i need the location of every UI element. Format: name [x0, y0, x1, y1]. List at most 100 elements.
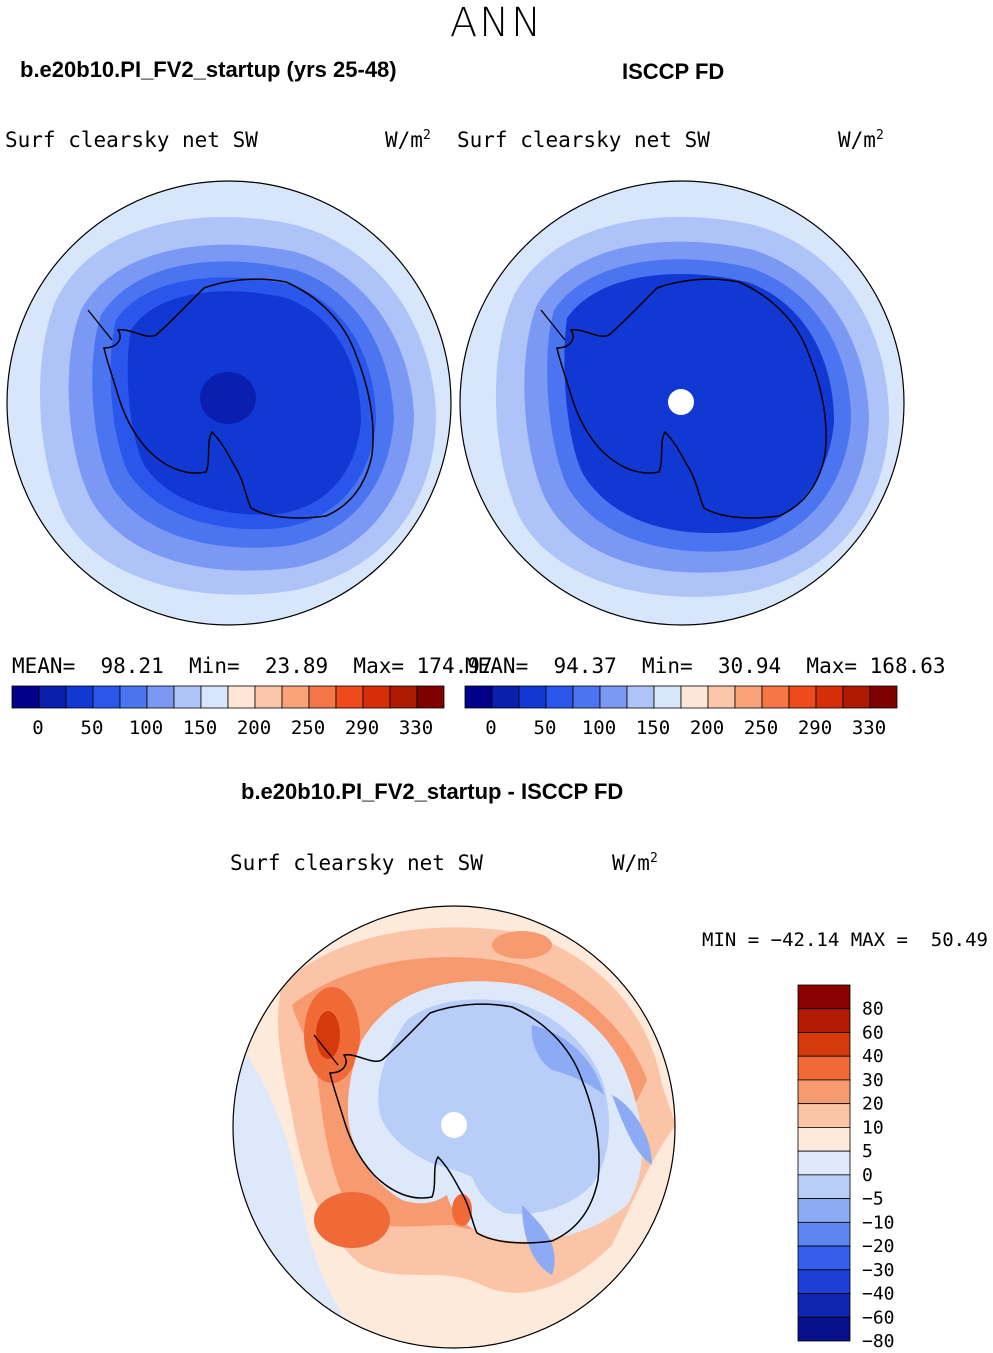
- panel1-case-title: b.e20b10.PI_FV2_startup (yrs 25-48): [20, 57, 397, 82]
- panel2-colorbar-label-7: 330: [852, 717, 886, 739]
- diff-colorbar-swatch-7: [797, 1150, 851, 1176]
- diff-colorbar-label-1: 60: [862, 1022, 884, 1043]
- diff-colorbar-label-5: 10: [862, 1117, 884, 1138]
- panel1-colorbar-swatch-10: [281, 685, 310, 709]
- panel2-colorbar-swatch-9: [707, 685, 736, 709]
- diff-colorbar-label-4: 20: [862, 1094, 884, 1115]
- panel1-colorbar-swatch-0: [11, 685, 40, 709]
- diff-colorbar-label-9: −10: [862, 1212, 895, 1233]
- diff-variable: Surf clearsky net SW: [230, 851, 483, 875]
- panel1-colorbar-swatch-6: [173, 685, 202, 709]
- panel1-colorbar-label-0: 0: [32, 717, 43, 739]
- panel1-colorbar: 0 50 100 150 200 250 290 330: [11, 685, 445, 739]
- panel1-colorbar-swatch-8: [227, 685, 256, 709]
- diff-colorbar-label-0: 80: [862, 999, 884, 1020]
- panel2-colorbar-swatch-6: [626, 685, 655, 709]
- panel2-stats: MEAN= 94.37 Min= 30.94 Max= 168.63: [465, 654, 946, 678]
- panel1-colorbar-swatch-1: [38, 685, 67, 709]
- panel1-units: W/m2: [385, 128, 431, 152]
- diff-missing-data-pole: [441, 1112, 467, 1138]
- panel1-colorbar-swatch-15: [416, 685, 445, 709]
- panel1-colorbar-swatch-12: [335, 685, 364, 709]
- panel1-colorbar-label-3: 150: [183, 717, 217, 739]
- panel2-colorbar-swatch-14: [842, 685, 871, 709]
- panel2-colorbar-swatch-5: [599, 685, 628, 709]
- panel2-variable: Surf clearsky net SW: [457, 128, 710, 152]
- panel2-colorbar-swatch-1: [491, 685, 520, 709]
- panel2-coastline: [556, 278, 827, 519]
- diff-colorbar-label-6: 5: [862, 1141, 873, 1162]
- panel2-colorbar-label-1: 50: [534, 717, 557, 739]
- diff-colorbar-swatch-0: [797, 984, 851, 1010]
- diff-colorbar-swatch-13: [797, 1293, 851, 1318]
- diff-colorbar-swatch-8: [797, 1174, 851, 1200]
- panel2-units: W/m2: [838, 128, 884, 152]
- panel1-colorbar-label-1: 50: [81, 717, 104, 739]
- panel2-colorbar-swatch-10: [734, 685, 763, 709]
- diff-colorbar-swatch-3: [797, 1055, 851, 1081]
- panel1-colorbar-swatch-11: [308, 685, 337, 709]
- diff-colorbar-swatch-12: [797, 1269, 851, 1294]
- panel2-colorbar-swatch-2: [518, 685, 547, 709]
- panel2-colorbar-label-5: 250: [744, 717, 778, 739]
- panel1-colorbar-label-7: 330: [399, 717, 433, 739]
- panel2-colorbar-swatch-15: [869, 685, 898, 709]
- panel2-colorbar: 0 50 100 150 200 250 290 330: [464, 685, 898, 739]
- panel1-coastline: [103, 278, 374, 519]
- panel1-colorbar-swatch-13: [362, 685, 391, 709]
- diff-colorbar-swatch-1: [797, 1008, 851, 1033]
- panel1-colorbar-swatch-9: [254, 685, 283, 709]
- diff-colorbar-swatch-2: [797, 1032, 851, 1057]
- panel2-colorbar-label-0: 0: [485, 717, 496, 739]
- panel2-colorbar-swatch-7: [653, 685, 682, 709]
- panel1-colorbar-label-4: 200: [237, 717, 271, 739]
- diff-colorbar-label-10: −20: [862, 1236, 895, 1257]
- panel2-colorbar-swatch-12: [788, 685, 817, 709]
- panel1-variable: Surf clearsky net SW: [5, 128, 258, 152]
- diff-colorbar-swatch-4: [797, 1079, 851, 1105]
- panel2-colorbar-swatch-4: [572, 685, 601, 709]
- diff-colorbar-label-2: 40: [862, 1046, 884, 1067]
- diff-stats: MIN = −42.14 MAX = 50.49: [702, 929, 988, 951]
- panel1-colorbar-label-6: 290: [345, 717, 379, 739]
- diff-colorbar-swatch-11: [797, 1245, 851, 1271]
- panel2-colorbar-swatch-3: [545, 685, 574, 709]
- panel1-polar-map: [6, 180, 452, 626]
- panel2-colorbar-label-6: 290: [798, 717, 832, 739]
- diff-colorbar-label-3: 30: [862, 1070, 884, 1091]
- diff-case-title: b.e20b10.PI_FV2_startup - ISCCP FD: [241, 779, 624, 804]
- panel1-colorbar-swatch-2: [65, 685, 94, 709]
- panel2-case-title: ISCCP FD: [622, 59, 725, 84]
- figure-title: ANN: [449, 0, 544, 46]
- diff-colorbar-label-14: −80: [862, 1331, 895, 1352]
- panel2-missing-data-pole: [668, 389, 694, 415]
- diff-colorbar-label-13: −60: [862, 1307, 895, 1328]
- diff-units: W/m2: [612, 851, 658, 875]
- diff-colorbar-swatch-10: [797, 1221, 851, 1247]
- diff-polar-map: [232, 905, 676, 1349]
- panel1-colorbar-label-2: 100: [129, 717, 163, 739]
- panel1-colorbar-swatch-7: [200, 685, 229, 709]
- diff-colorbar-label-11: −30: [862, 1260, 895, 1281]
- panel2-colorbar-label-2: 100: [582, 717, 616, 739]
- panel2-colorbar-label-4: 200: [690, 717, 724, 739]
- panel2-polar-map: [459, 180, 905, 626]
- diff-colorbar-label-12: −40: [862, 1284, 895, 1305]
- panel1-colorbar-label-5: 250: [291, 717, 325, 739]
- panel2-colorbar-swatch-13: [815, 685, 844, 709]
- diff-colorbar-swatch-5: [797, 1103, 851, 1128]
- panel2-colorbar-label-3: 150: [636, 717, 670, 739]
- panel1-colorbar-swatch-3: [92, 685, 121, 709]
- panel2-colorbar-swatch-0: [464, 685, 493, 709]
- diff-colorbar-swatch-6: [797, 1126, 851, 1152]
- diff-colorbar-swatch-14: [797, 1316, 851, 1342]
- panel1-stats: MEAN= 98.21 Min= 23.89 Max= 174.97: [12, 654, 493, 678]
- panel1-colorbar-swatch-14: [389, 685, 418, 709]
- diff-colorbar-label-8: −5: [862, 1189, 884, 1210]
- diff-coastline: [329, 1003, 600, 1244]
- panel1-colorbar-swatch-5: [146, 685, 175, 709]
- diff-colorbar-label-7: 0: [862, 1165, 873, 1186]
- panel2-colorbar-swatch-8: [680, 685, 709, 709]
- panel1-colorbar-swatch-4: [119, 685, 148, 709]
